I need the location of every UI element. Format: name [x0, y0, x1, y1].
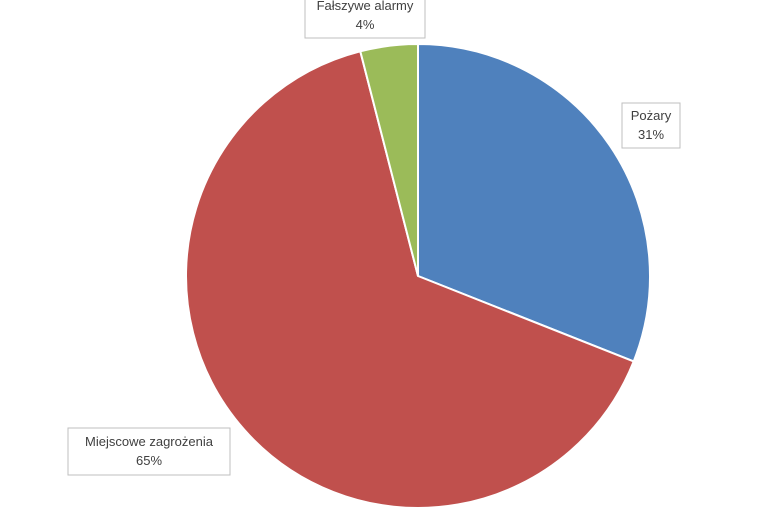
label-value: 31% [638, 127, 664, 142]
pie-slice [417, 42, 651, 363]
data-label: Pożary 31% [621, 102, 681, 149]
label-box [304, 0, 426, 39]
label-box [67, 427, 231, 476]
label-category: Miejscowe zagrożenia [85, 434, 214, 449]
pie-slice [359, 42, 419, 277]
label-value: 4% [356, 17, 375, 32]
pie-slice [185, 50, 636, 509]
data-label: Fałszywe alarmy 4% [304, 0, 426, 39]
label-value: 65% [136, 453, 162, 468]
label-category: Pożary [631, 108, 672, 123]
data-label: Miejscowe zagrożenia 65% [67, 427, 231, 476]
label-category: Fałszywe alarmy [317, 0, 414, 13]
label-box [621, 102, 681, 149]
